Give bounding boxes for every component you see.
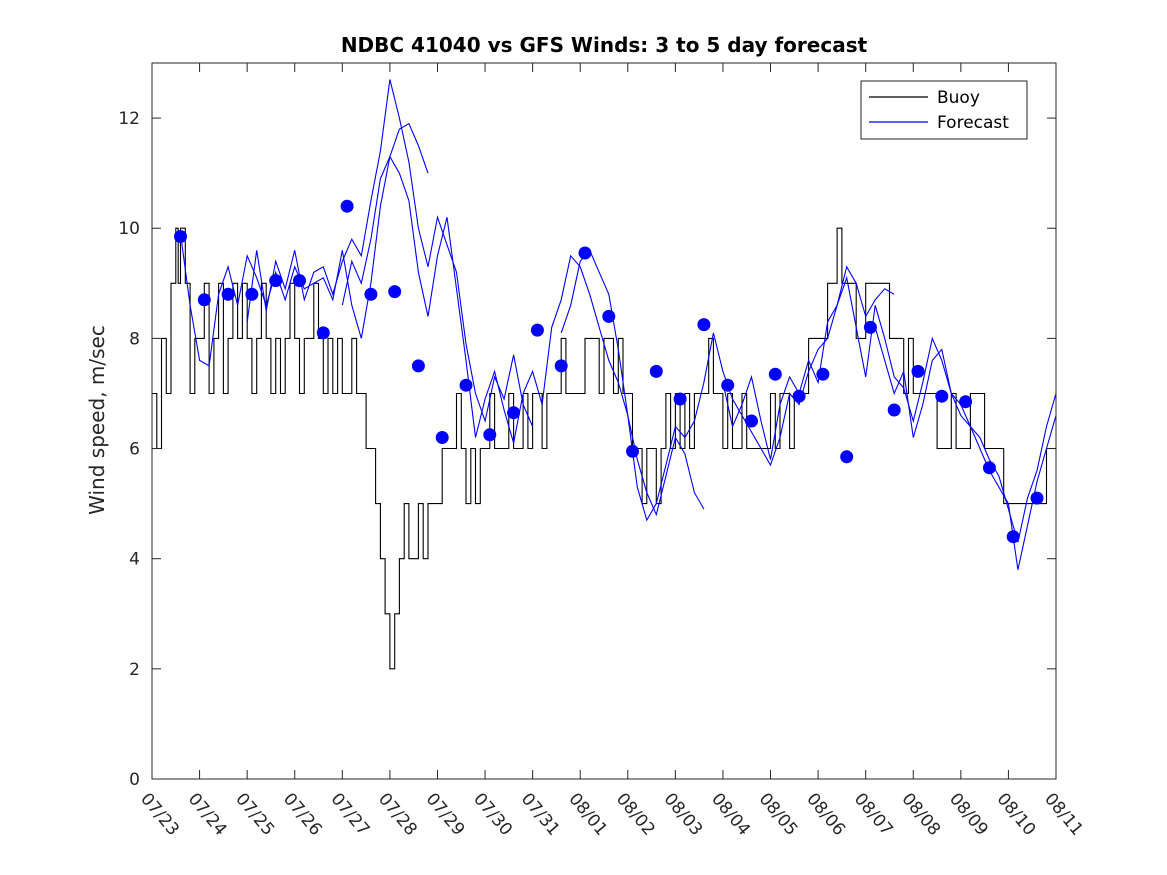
y-tick-label: 6 bbox=[129, 440, 140, 460]
forecast-marker bbox=[530, 323, 544, 337]
y-tick-label: 8 bbox=[129, 329, 140, 349]
y-tick-label: 2 bbox=[129, 660, 140, 680]
forecast-marker bbox=[792, 389, 806, 403]
x-tick-label: 07/29 bbox=[422, 789, 469, 839]
forecast-marker bbox=[388, 285, 402, 299]
forecast-marker bbox=[863, 320, 877, 334]
y-tick-label: 12 bbox=[118, 109, 140, 129]
forecast-marker bbox=[602, 309, 616, 323]
x-tick-label: 08/06 bbox=[802, 789, 849, 839]
forecast-marker bbox=[649, 364, 663, 378]
forecast-marker bbox=[507, 406, 521, 420]
legend-box bbox=[860, 80, 1028, 140]
forecast-marker bbox=[340, 199, 354, 213]
forecast-marker bbox=[245, 287, 259, 301]
forecast-marker bbox=[554, 359, 568, 373]
forecast-line-5 bbox=[874, 327, 1057, 543]
forecast-marker bbox=[935, 389, 949, 403]
plot-area bbox=[152, 63, 1056, 779]
legend-label-buoy: Buoy bbox=[937, 88, 980, 108]
forecast-marker bbox=[364, 287, 378, 301]
forecast-marker bbox=[197, 293, 211, 307]
forecast-marker bbox=[1006, 530, 1020, 544]
x-tick-label: 08/10 bbox=[993, 789, 1040, 839]
chart-title: NDBC 41040 vs GFS Winds: 3 to 5 day fore… bbox=[341, 33, 868, 57]
forecast-marker bbox=[816, 367, 830, 381]
y-tick-label: 0 bbox=[129, 770, 140, 790]
forecast-marker bbox=[483, 428, 497, 442]
x-tick-label: 08/11 bbox=[1040, 789, 1087, 839]
x-tick-label: 08/09 bbox=[945, 789, 992, 839]
forecast-marker bbox=[578, 246, 592, 260]
forecast-marker bbox=[411, 359, 425, 373]
y-axis-label: Wind speed, m/sec bbox=[85, 325, 109, 515]
forecast-line-1 bbox=[246, 79, 534, 427]
forecast-marker bbox=[840, 450, 854, 464]
forecast-marker bbox=[435, 431, 449, 444]
x-tick-label: 07/28 bbox=[374, 789, 421, 839]
buoy-line bbox=[152, 227, 1056, 670]
x-tick-label: 08/04 bbox=[707, 789, 754, 839]
forecast-marker bbox=[1030, 491, 1044, 505]
forecast-marker bbox=[887, 403, 901, 417]
x-tick-label: 07/23 bbox=[136, 789, 183, 839]
forecast-marker bbox=[982, 461, 996, 475]
forecast-marker bbox=[293, 274, 306, 288]
forecast-marker bbox=[174, 230, 187, 243]
forecast-marker bbox=[221, 287, 235, 301]
legend: Buoy Forecast bbox=[860, 80, 1028, 140]
forecast-markers bbox=[174, 199, 1044, 544]
plot-frame bbox=[151, 62, 1057, 780]
x-tick-label: 08/02 bbox=[612, 789, 659, 839]
x-tick-label: 07/26 bbox=[279, 789, 326, 839]
forecast-marker bbox=[269, 274, 283, 288]
forecast-line-2 bbox=[341, 155, 705, 517]
forecast-marker bbox=[745, 414, 758, 428]
x-tick-label: 08/08 bbox=[897, 789, 944, 839]
y-tick-label: 4 bbox=[129, 550, 140, 570]
forecast-marker bbox=[959, 395, 973, 409]
buoy-series bbox=[152, 227, 1056, 670]
forecast-line-4 bbox=[722, 275, 1057, 570]
forecast-marker bbox=[721, 378, 735, 392]
legend-label-forecast: Forecast bbox=[937, 113, 1009, 133]
y-axis-ticks: 0 2 4 6 8 10 12 bbox=[118, 109, 1056, 790]
forecast-marker bbox=[768, 367, 782, 381]
forecast-marker bbox=[459, 378, 473, 392]
forecast-marker bbox=[673, 392, 687, 406]
x-tick-label: 07/30 bbox=[469, 789, 516, 839]
y-tick-label: 10 bbox=[118, 219, 140, 239]
x-tick-label: 07/27 bbox=[326, 789, 373, 839]
x-tick-label: 08/01 bbox=[564, 789, 611, 839]
forecast-marker bbox=[911, 364, 925, 378]
x-tick-label: 07/31 bbox=[517, 789, 564, 839]
x-tick-label: 07/24 bbox=[184, 789, 231, 839]
forecast-marker bbox=[316, 326, 330, 340]
x-tick-label: 08/03 bbox=[660, 789, 707, 839]
forecast-marker bbox=[626, 444, 639, 458]
x-tick-label: 08/05 bbox=[755, 789, 802, 839]
x-tick-label: 07/25 bbox=[231, 789, 278, 839]
forecast-marker bbox=[697, 318, 711, 332]
forecast-line-0 bbox=[179, 122, 429, 367]
x-tick-label: 08/07 bbox=[850, 789, 897, 839]
